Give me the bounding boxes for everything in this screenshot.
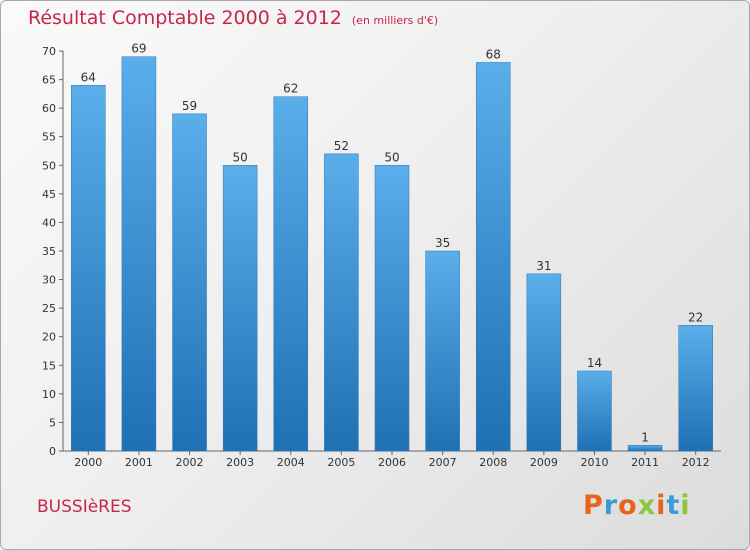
bar-2001 — [121, 56, 157, 452]
brand-letter: i — [656, 490, 667, 521]
brand-logo: Proxiti — [583, 490, 691, 521]
chart-value-labels: 64 69 59 50 62 52 50 35 68 31 14 1 22 — [81, 42, 704, 445]
y-tick-label: 45 — [42, 188, 56, 201]
y-tick-label: 0 — [49, 445, 56, 458]
brand-letter: P — [583, 490, 604, 521]
brand-letter: o — [618, 490, 638, 521]
x-tick-label: 2004 — [277, 456, 305, 469]
brand-letter: r — [603, 490, 619, 521]
x-tick-label: 2007 — [429, 456, 457, 469]
x-tick-label: 2009 — [530, 456, 558, 469]
value-label-2012: 22 — [688, 310, 703, 324]
bar-2002 — [172, 113, 207, 452]
y-tick-label: 5 — [49, 416, 56, 429]
brand-letter: x — [637, 490, 657, 521]
value-label-2007: 35 — [435, 236, 450, 250]
bar-2006 — [374, 165, 410, 452]
value-label-2010: 14 — [587, 356, 602, 370]
x-tick-label: 2011 — [631, 456, 659, 469]
y-tick-label: 20 — [42, 331, 56, 344]
value-label-2011: 1 — [641, 430, 649, 444]
x-tick-label: 2003 — [226, 456, 254, 469]
bar-2000 — [71, 85, 106, 452]
value-label-2005: 52 — [334, 139, 349, 153]
y-tick-label: 25 — [42, 302, 56, 315]
y-tick-label: 55 — [42, 131, 56, 144]
bar-2012 — [678, 325, 713, 452]
x-tick-label: 2002 — [176, 456, 204, 469]
value-label-2004: 62 — [283, 82, 298, 96]
x-tick-label: 2010 — [580, 456, 608, 469]
y-tick-label: 60 — [42, 102, 56, 115]
y-tick-label: 10 — [42, 388, 56, 401]
bar-2009 — [526, 273, 562, 452]
value-label-2006: 50 — [384, 150, 399, 164]
y-tick-label: 70 — [42, 45, 56, 58]
x-tick-label: 2000 — [74, 456, 102, 469]
bar-2007 — [425, 250, 460, 452]
brand-letter: t — [666, 490, 681, 521]
bar-2005 — [324, 153, 359, 452]
value-label-2003: 50 — [233, 150, 248, 164]
value-label-2009: 31 — [536, 259, 551, 273]
value-label-2002: 59 — [182, 99, 197, 113]
x-tick-label: 2001 — [125, 456, 153, 469]
bar-2011 — [627, 445, 663, 452]
brand-letter: i — [680, 490, 691, 521]
value-label-2008: 68 — [486, 47, 501, 61]
chart-title: Résultat Comptable 2000 à 2012 (en millie… — [28, 7, 438, 29]
chart-bars — [71, 56, 713, 452]
y-tick-label: 35 — [42, 245, 56, 258]
bar-2004 — [273, 96, 309, 452]
value-label-2000: 64 — [81, 70, 96, 84]
y-tick-label: 65 — [42, 74, 56, 87]
x-tick-label: 2006 — [378, 456, 406, 469]
bar-2010 — [577, 370, 612, 452]
commune-name: BUSSIèRES — [37, 497, 132, 517]
y-tick-label: 15 — [42, 359, 56, 372]
x-tick-label: 2008 — [479, 456, 507, 469]
y-tick-label: 30 — [42, 274, 56, 287]
chart-title-text: Résultat Comptable 2000 à 2012 — [28, 7, 342, 29]
y-tick-label: 50 — [42, 159, 56, 172]
value-label-2001: 69 — [131, 42, 146, 56]
bar-2008 — [475, 62, 511, 452]
chart-unit: (en milliers d'€) — [351, 14, 439, 27]
bar-2003 — [222, 165, 258, 452]
y-tick-label: 40 — [42, 216, 56, 229]
x-tick-label: 2012 — [682, 456, 710, 469]
x-tick-label: 2005 — [327, 456, 355, 469]
